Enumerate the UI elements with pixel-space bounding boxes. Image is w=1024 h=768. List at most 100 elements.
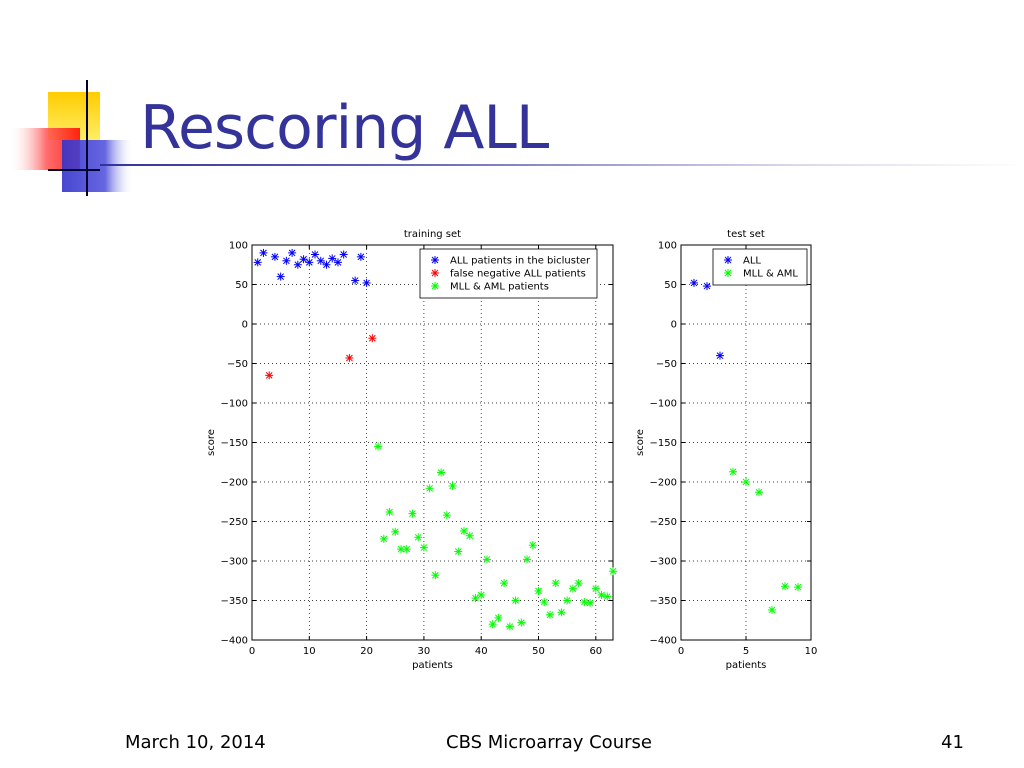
- data-point: [794, 583, 802, 592]
- data-point: [768, 605, 776, 614]
- data-point: [454, 547, 463, 556]
- x-tick-label: 30: [418, 646, 431, 657]
- legend: ALL MLL & AML: [712, 248, 808, 286]
- y-axis-label: score: [206, 429, 217, 456]
- y-tick-label: 100: [229, 241, 248, 252]
- data-point: [755, 488, 763, 497]
- data-point: [442, 511, 451, 520]
- data-point: [597, 590, 606, 599]
- chart-title: test set: [727, 229, 765, 240]
- series-1: [265, 334, 377, 380]
- data-point: [356, 252, 365, 261]
- y-tick-label: −150: [221, 438, 248, 449]
- y-tick-label: −250: [221, 517, 248, 528]
- data-point: [716, 351, 724, 360]
- data-point: [465, 531, 474, 540]
- legend-marker: [431, 256, 439, 264]
- legend-marker: [431, 269, 439, 277]
- data-point: [781, 582, 789, 591]
- x-tick-label: 50: [532, 646, 545, 657]
- x-axis-label: patients: [412, 660, 453, 671]
- data-point: [311, 250, 320, 259]
- data-point: [591, 584, 600, 593]
- series-2: [374, 442, 617, 631]
- data-point: [305, 258, 314, 267]
- y-tick-label: −100: [221, 399, 248, 410]
- y-tick-label: 50: [235, 280, 248, 291]
- data-point: [276, 272, 285, 281]
- legend-marker: [724, 256, 732, 264]
- x-tick-label: 10: [805, 646, 818, 657]
- y-tick-label: 0: [242, 320, 248, 331]
- data-point: [574, 579, 583, 588]
- y-tick-label: 50: [664, 280, 677, 291]
- data-point: [448, 481, 457, 490]
- data-point: [265, 371, 274, 380]
- data-point: [408, 509, 417, 518]
- data-point: [391, 527, 400, 536]
- data-point: [379, 534, 388, 543]
- data-point: [551, 579, 560, 588]
- data-point: [511, 596, 520, 605]
- data-point: [568, 584, 577, 593]
- y-tick-label: −200: [221, 478, 248, 489]
- y-tick-label: −150: [650, 438, 677, 449]
- data-point: [742, 478, 750, 486]
- chart-title: training set: [404, 229, 461, 240]
- data-point: [609, 567, 617, 576]
- y-tick-label: −50: [656, 359, 677, 370]
- data-point: [345, 353, 354, 362]
- y-tick-label: −300: [650, 557, 677, 568]
- data-point: [293, 260, 302, 269]
- data-point: [690, 278, 698, 287]
- data-point: [431, 571, 440, 580]
- x-tick-label: 20: [360, 646, 373, 657]
- data-point: [488, 620, 497, 629]
- y-tick-label: −400: [221, 636, 248, 647]
- data-point: [557, 608, 566, 617]
- data-point: [505, 622, 514, 631]
- series-1: [729, 467, 802, 614]
- data-point: [540, 598, 549, 607]
- data-point: [368, 334, 377, 343]
- y-tick-label: −300: [221, 557, 248, 568]
- legend-label: false negative ALL patients: [450, 269, 586, 280]
- y-tick-label: −350: [650, 596, 677, 607]
- y-tick-label: −400: [650, 636, 677, 647]
- title-underline: [100, 164, 1024, 166]
- legend-label: ALL patients in the bicluster: [450, 256, 591, 267]
- x-tick-label: 60: [589, 646, 602, 657]
- data-point: [528, 541, 537, 550]
- data-point: [385, 508, 394, 517]
- legend-label: MLL & AML patients: [450, 282, 549, 293]
- y-tick-label: −100: [650, 399, 677, 410]
- x-tick-label: 40: [475, 646, 488, 657]
- footer-date: March 10, 2014: [125, 732, 266, 753]
- data-point: [333, 258, 342, 267]
- x-tick-label: 0: [678, 646, 684, 657]
- x-axis-label: patients: [726, 660, 767, 671]
- y-tick-label: −50: [227, 359, 248, 370]
- data-point: [534, 587, 543, 596]
- y-axis-label: score: [635, 429, 646, 456]
- data-point: [703, 282, 711, 291]
- data-point: [500, 579, 509, 588]
- data-point: [580, 598, 589, 607]
- y-tick-label: −200: [650, 478, 677, 489]
- slide-logo: [12, 80, 134, 196]
- data-point: [414, 533, 423, 542]
- legend-marker: [724, 269, 732, 277]
- data-point: [482, 555, 491, 564]
- y-tick-label: 0: [671, 320, 677, 331]
- data-point: [603, 592, 612, 601]
- data-point: [563, 596, 572, 605]
- legend: ALL patients in the bicluster false negat…: [419, 248, 598, 299]
- data-point: [425, 484, 434, 493]
- data-point: [299, 255, 308, 264]
- footer-course: CBS Microarray Course: [446, 732, 652, 753]
- data-point: [545, 610, 554, 619]
- series-0: [690, 278, 724, 360]
- data-point: [437, 468, 446, 477]
